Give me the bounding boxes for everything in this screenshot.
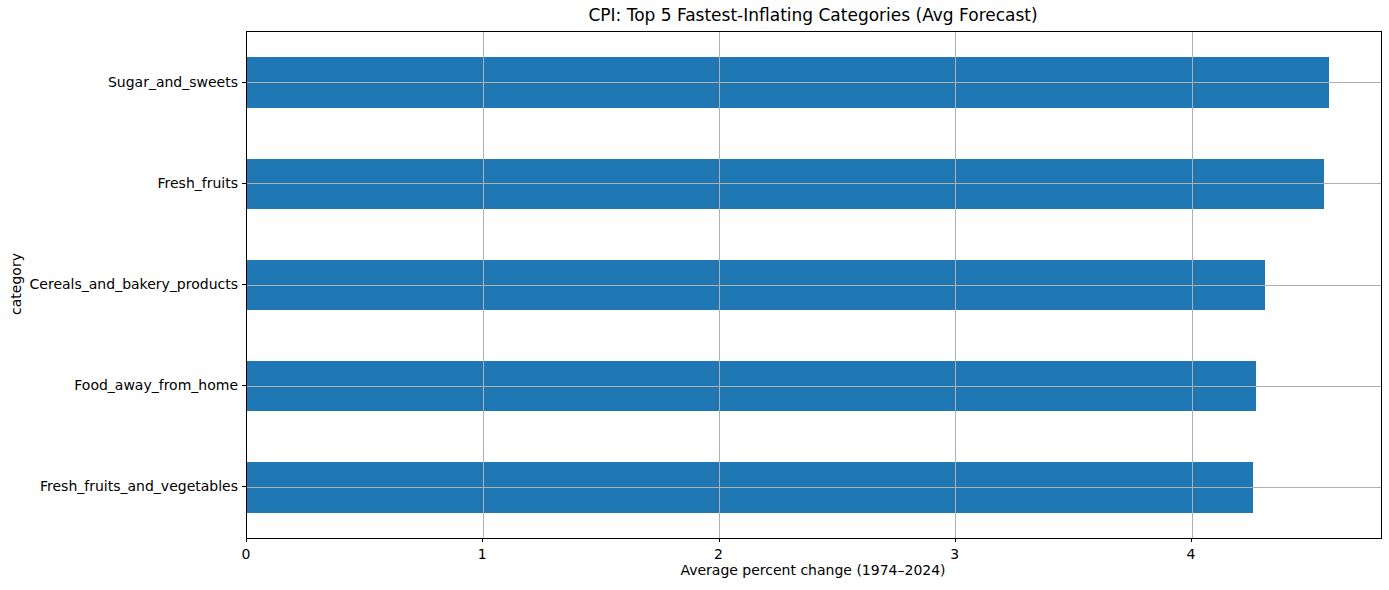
x-tick-label: 4 [1161, 545, 1221, 563]
v-gridline [1192, 32, 1193, 538]
y-tick-mark [242, 385, 246, 386]
x-tick-mark [1191, 538, 1192, 542]
chart-title: CPI: Top 5 Fastest-Inflating Categories … [246, 4, 1380, 26]
cpi-horizontal-bar-chart: CPI: Top 5 Fastest-Inflating Categories … [0, 0, 1389, 590]
x-axis-label: Average percent change (1974–2024) [246, 562, 1380, 578]
x-tick-mark [955, 538, 956, 542]
y-tick-mark [242, 486, 246, 487]
x-tick-mark [482, 538, 483, 542]
y-tick-mark [242, 183, 246, 184]
v-gridline [483, 32, 484, 538]
v-gridline [719, 32, 720, 538]
y-tick-label: Food_away_from_home [0, 376, 238, 394]
x-tick-mark [719, 538, 720, 542]
x-tick-mark [246, 538, 247, 542]
x-tick-label: 0 [216, 545, 276, 563]
y-tick-label: Cereals_and_bakery_products [0, 275, 238, 293]
y-tick-mark [242, 82, 246, 83]
v-gridline [955, 32, 956, 538]
y-axis-label: category [8, 253, 24, 315]
y-tick-mark [242, 284, 246, 285]
y-tick-label: Fresh_fruits [0, 174, 238, 192]
x-tick-label: 1 [452, 545, 512, 563]
h-gridline [247, 82, 1381, 83]
h-gridline [247, 487, 1381, 488]
h-gridline [247, 285, 1381, 286]
x-tick-label: 3 [925, 545, 985, 563]
grid-layer [247, 32, 1381, 538]
x-tick-label: 2 [689, 545, 749, 563]
plot-area [246, 31, 1382, 539]
y-tick-label: Fresh_fruits_and_vegetables [0, 477, 238, 495]
y-tick-label: Sugar_and_sweets [0, 73, 238, 91]
h-gridline [247, 183, 1381, 184]
h-gridline [247, 386, 1381, 387]
